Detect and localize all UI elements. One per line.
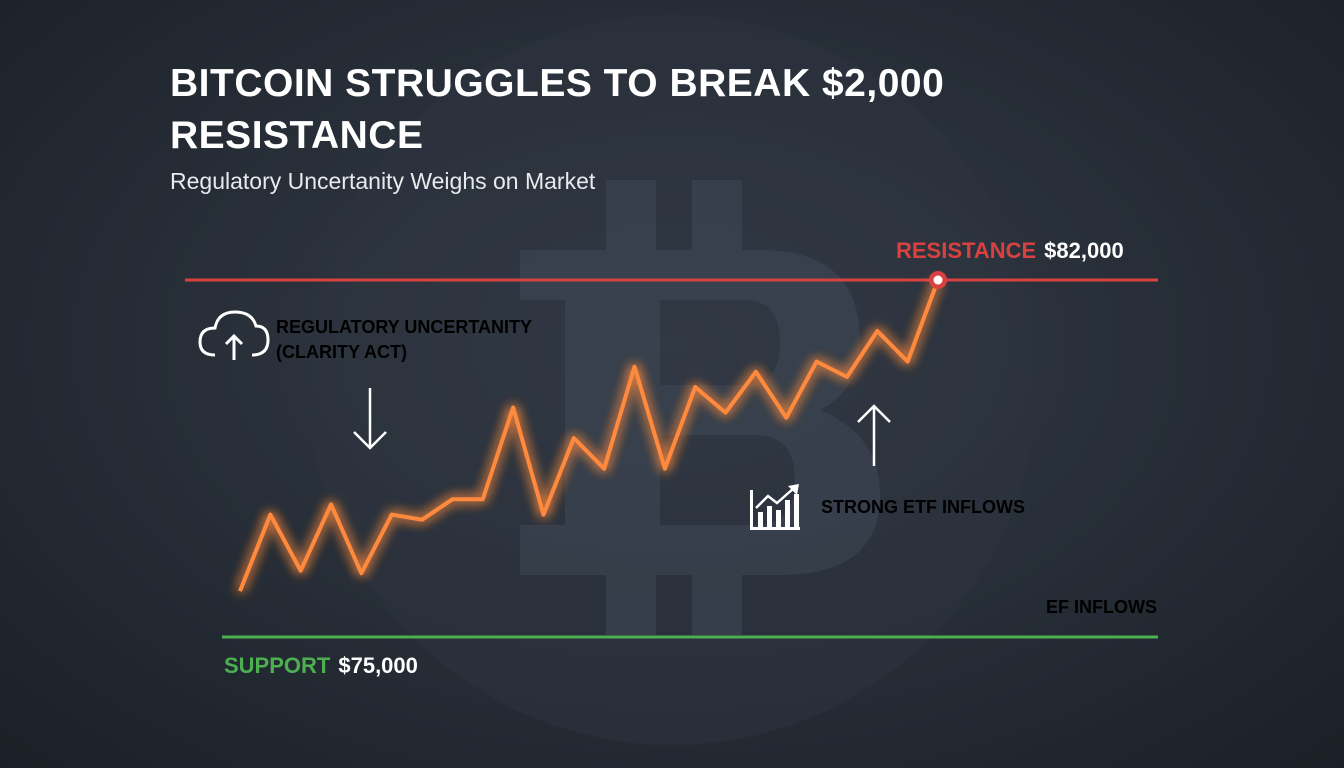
reference-value: $75,000: [338, 653, 418, 678]
chart-title: BITCOIN STRUGGLES TO BREAK $2,000 RESIST…: [170, 62, 945, 157]
cloud-icon: [198, 310, 270, 360]
annotation: REGULATORY UNCERTANITY: [276, 317, 532, 337]
chart-icon: [750, 484, 800, 530]
reference-value: $82,000: [1044, 238, 1124, 263]
reference-name: SUPPORT: [224, 653, 331, 678]
bitcoin-watermark: [307, 15, 1037, 745]
annotation: EF INFLOWS: [1046, 597, 1157, 617]
arrow-up: [857, 404, 891, 466]
arrow-down: [353, 388, 387, 450]
price-line: [238, 279, 940, 592]
reference-name: RESISTANCE: [896, 238, 1036, 263]
annotation: STRONG ETF INFLOWS: [821, 497, 1025, 517]
breakout-point-center: [933, 275, 943, 285]
annotation: (CLARITY ACT): [276, 342, 407, 362]
chart-subtitle: Regulatory Uncertanity Weighs on Market: [170, 168, 596, 194]
